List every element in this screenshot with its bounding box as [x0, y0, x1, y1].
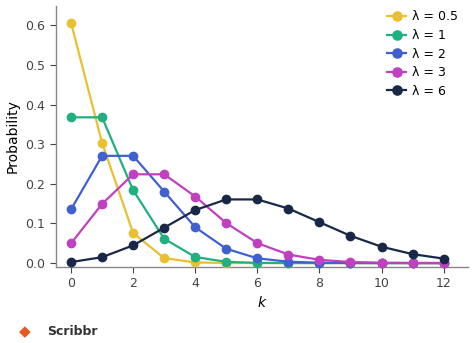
λ = 6: [223, 197, 229, 201]
λ = 0.5: [192, 260, 198, 264]
λ = 1: [379, 261, 384, 265]
λ = 3: [410, 261, 415, 265]
λ = 3: [192, 194, 198, 199]
λ = 6: [410, 252, 415, 256]
λ = 2: [255, 256, 260, 260]
λ = 2: [285, 260, 291, 264]
λ = 0.5: [223, 261, 229, 265]
λ = 0.5: [410, 261, 415, 265]
λ = 0.5: [68, 21, 74, 25]
λ = 0.5: [285, 261, 291, 265]
λ = 0.5: [130, 231, 136, 235]
λ = 1: [347, 261, 353, 265]
λ = 6: [99, 255, 105, 259]
λ = 1: [317, 261, 322, 265]
λ = 6: [441, 257, 447, 261]
λ = 6: [379, 245, 384, 249]
λ = 3: [441, 261, 447, 265]
λ = 0.5: [255, 261, 260, 265]
λ = 0.5: [379, 261, 384, 265]
λ = 0.5: [99, 141, 105, 145]
λ = 1: [410, 261, 415, 265]
λ = 2: [441, 261, 447, 265]
λ = 1: [68, 115, 74, 119]
λ = 3: [68, 241, 74, 245]
λ = 6: [68, 260, 74, 264]
λ = 0.5: [347, 261, 353, 265]
λ = 1: [441, 261, 447, 265]
Line: λ = 1: λ = 1: [67, 113, 448, 267]
Text: Scribbr: Scribbr: [47, 325, 98, 338]
λ = 3: [255, 241, 260, 245]
λ = 2: [192, 225, 198, 229]
X-axis label: k: k: [258, 296, 266, 310]
Line: λ = 2: λ = 2: [67, 152, 448, 267]
λ = 1: [223, 260, 229, 264]
λ = 6: [192, 208, 198, 212]
λ = 3: [130, 172, 136, 176]
λ = 2: [99, 154, 105, 158]
λ = 2: [410, 261, 415, 265]
Line: λ = 3: λ = 3: [67, 170, 448, 267]
λ = 2: [130, 154, 136, 158]
Text: ◆: ◆: [19, 324, 31, 340]
λ = 0.5: [161, 256, 167, 260]
λ = 1: [255, 261, 260, 265]
λ = 6: [285, 206, 291, 211]
Line: λ = 0.5: λ = 0.5: [67, 19, 448, 267]
λ = 2: [161, 190, 167, 194]
λ = 6: [347, 234, 353, 238]
λ = 1: [161, 237, 167, 241]
λ = 6: [317, 220, 322, 224]
λ = 3: [317, 258, 322, 262]
Legend: λ = 0.5, λ = 1, λ = 2, λ = 3, λ = 6: λ = 0.5, λ = 1, λ = 2, λ = 3, λ = 6: [383, 7, 462, 102]
λ = 1: [192, 255, 198, 259]
λ = 2: [379, 261, 384, 265]
λ = 3: [379, 261, 384, 265]
λ = 1: [130, 188, 136, 192]
Line: λ = 6: λ = 6: [67, 195, 448, 266]
λ = 1: [99, 115, 105, 119]
λ = 3: [285, 252, 291, 257]
λ = 6: [130, 243, 136, 247]
λ = 2: [317, 261, 322, 265]
λ = 3: [347, 260, 353, 264]
λ = 6: [255, 197, 260, 201]
λ = 6: [161, 226, 167, 230]
λ = 1: [285, 261, 291, 265]
λ = 0.5: [317, 261, 322, 265]
λ = 2: [223, 247, 229, 251]
λ = 3: [223, 221, 229, 225]
Y-axis label: Probability: Probability: [6, 99, 19, 173]
λ = 2: [68, 208, 74, 212]
λ = 3: [99, 202, 105, 206]
λ = 2: [347, 261, 353, 265]
λ = 3: [161, 172, 167, 176]
λ = 0.5: [441, 261, 447, 265]
